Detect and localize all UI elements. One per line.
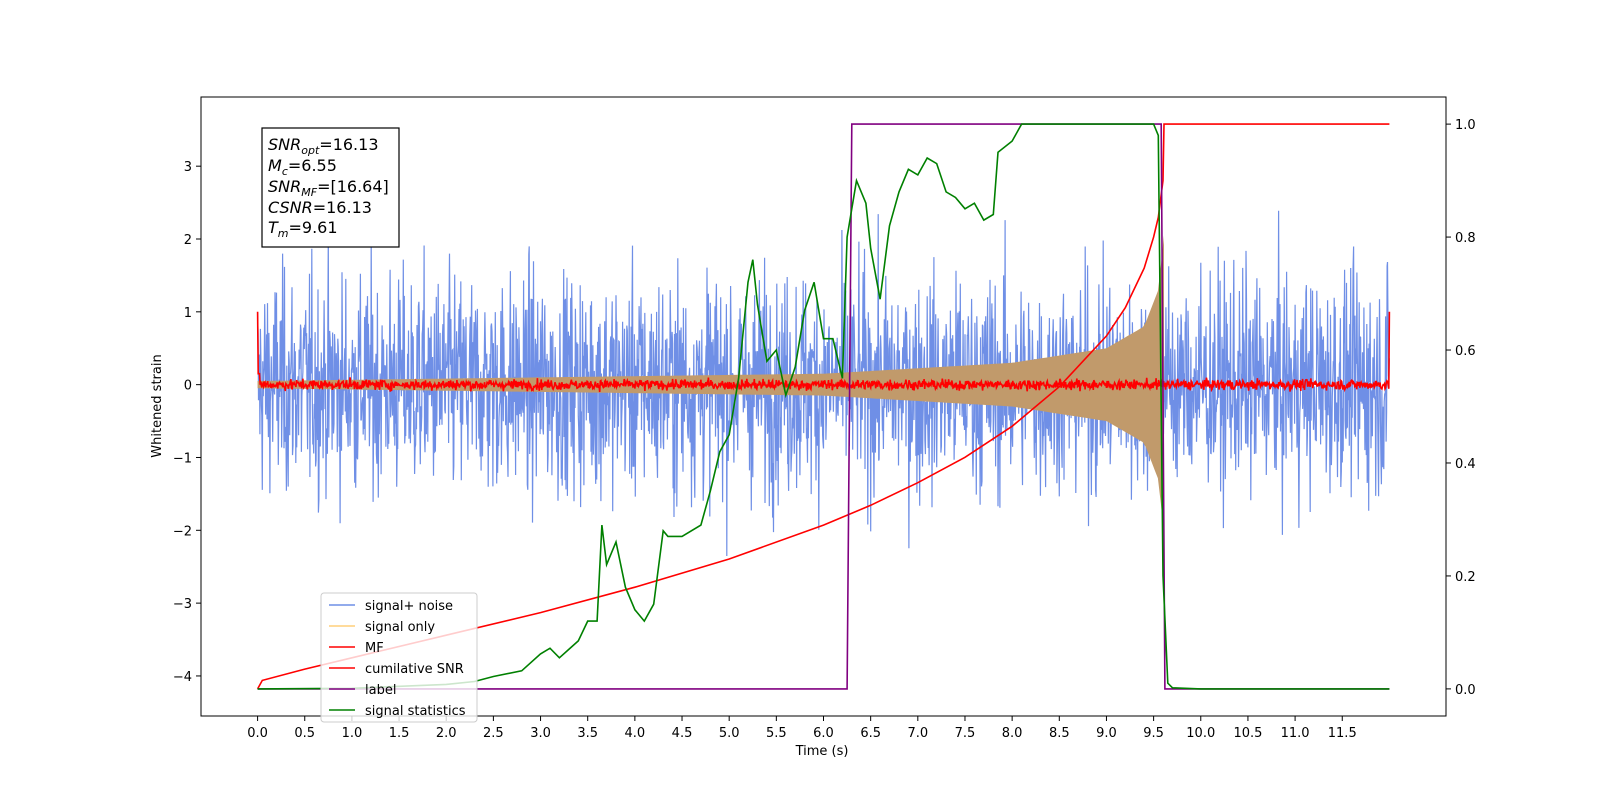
y2-tick-label: 1.0 [1455,118,1476,133]
x-tick-label: 5.0 [719,726,740,741]
y2-tick-label: 0.6 [1455,344,1476,359]
x-tick-label: 10.0 [1186,726,1215,741]
x-axis-label: Time (s) [795,744,849,759]
annotation-csnr: CSNR=16.13 [268,198,372,217]
y-axis-label: Whitened strain [150,354,165,457]
y-tick-label: 2 [184,233,192,248]
x-tick-label: 9.0 [1096,726,1117,741]
y-tick-label: 1 [184,306,192,321]
legend-label-label: label [365,683,396,698]
legend-label-cumilative-snr: cumilative SNR [365,662,464,677]
x-tick-label: 2.0 [436,726,457,741]
x-tick-label: 3.0 [530,726,551,741]
x-axis-ticks: 0.0 0.5 1.0 1.5 2.0 2.5 3.0 3.5 4.0 4.5 5.0 5.5 6.0 6… [247,716,1357,741]
series-signal-plus-noise [257,210,1390,557]
y2-axis-ticks: 1.0 0.8 0.6 0.4 0.2 0.0 [1446,118,1476,698]
series-mf [256,311,1391,393]
y-tick-label: 0 [184,379,192,394]
y2-tick-label: 0.2 [1455,570,1476,585]
x-tick-label: 6.0 [813,726,834,741]
annotation-snr-mf: SNRMF=[16.64] [268,177,389,199]
annotation-mc: Mc=6.55 [268,156,337,178]
x-tick-label: 8.5 [1049,726,1070,741]
legend-label-signal-plus-noise: signal+ noise [365,599,453,614]
x-tick-label: 1.0 [342,726,363,741]
x-tick-label: 2.5 [483,726,504,741]
y-axis-ticks: 3 2 1 0 −1 −2 −3 −4 [173,160,201,685]
x-tick-label: 4.5 [672,726,693,741]
x-tick-label: 9.5 [1143,726,1164,741]
legend-label-signal-only: signal only [365,620,435,635]
y-tick-label: −3 [173,597,192,612]
y-tick-label: −1 [173,451,192,466]
annotation-box: SNRopt=16.13 Mc=6.55 SNRMF=[16.64] CSNR=… [261,127,400,248]
y2-tick-label: 0.4 [1455,457,1476,472]
x-tick-label: 4.0 [625,726,646,741]
y-tick-label: −2 [173,524,192,539]
x-tick-label: 11.0 [1281,726,1310,741]
legend-frame [320,592,478,723]
x-tick-label: 3.5 [577,726,598,741]
x-tick-label: 1.5 [389,726,410,741]
x-tick-label: 5.5 [766,726,787,741]
x-tick-label: 8.0 [1002,726,1023,741]
annotation-tm: Tm=9.61 [268,218,338,240]
x-tick-label: 0.5 [294,726,315,741]
x-tick-label: 0.0 [247,726,268,741]
legend-label-signal-statistics: signal statistics [365,704,466,719]
legend: signal+ noise signal only MF cumilative … [320,592,478,723]
x-tick-label: 10.5 [1233,726,1262,741]
x-tick-label: 6.5 [860,726,881,741]
annotation-snr-opt: SNRopt=16.13 [268,135,379,157]
y2-tick-label: 0.0 [1455,683,1476,698]
y-tick-label: −4 [173,670,192,685]
series-signal-statistics [257,123,1390,690]
y-tick-label: 3 [184,160,192,175]
legend-label-mf: MF [365,641,384,656]
y2-tick-label: 0.8 [1455,231,1476,246]
x-tick-label: 7.0 [907,726,928,741]
x-tick-label: 7.5 [955,726,976,741]
x-tick-label: 11.5 [1328,726,1357,741]
annotation-frame [261,127,400,248]
